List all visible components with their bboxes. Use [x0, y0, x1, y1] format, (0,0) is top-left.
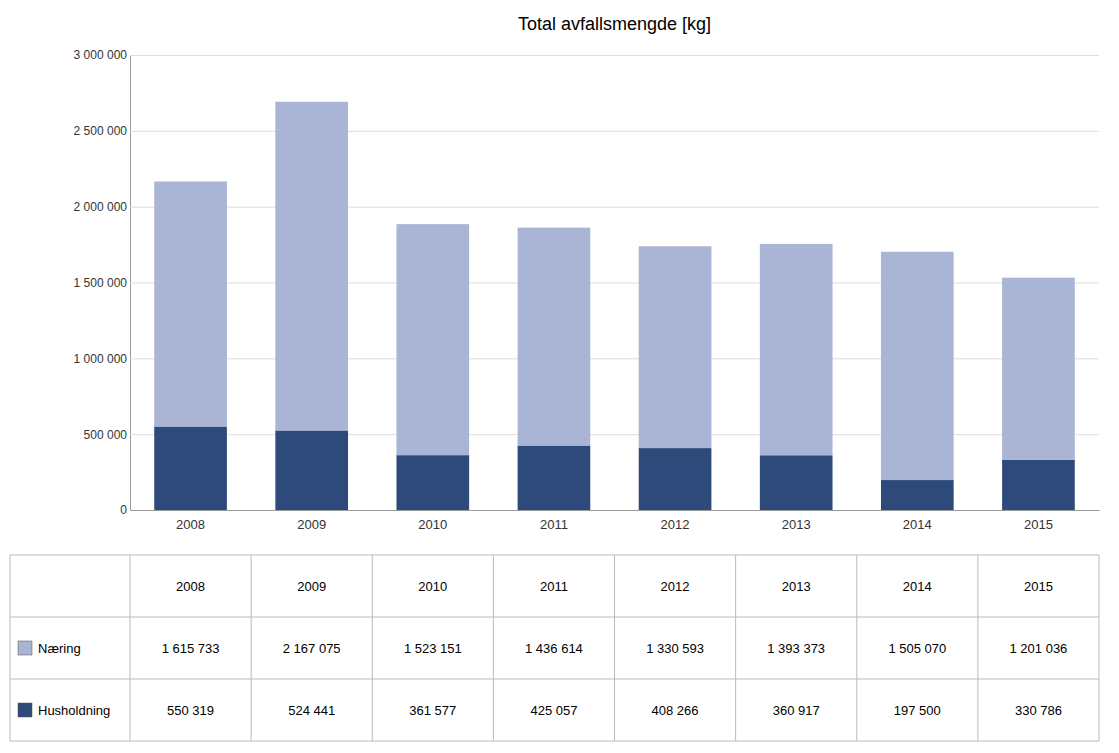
- table-border: [614, 555, 615, 741]
- bar: [396, 455, 469, 510]
- bar: [518, 446, 591, 510]
- y-tick-label: 2 000 000: [74, 200, 128, 214]
- bar: [881, 480, 954, 510]
- table-border: [10, 679, 1099, 680]
- y-tick: 2 500 000: [74, 124, 1099, 138]
- table-value: 1 523 151: [404, 641, 462, 656]
- y-tick-label: 0: [120, 503, 127, 517]
- bar: [1002, 278, 1075, 460]
- x-tick: 2014: [903, 510, 932, 532]
- x-tick-label: 2010: [418, 517, 447, 532]
- x-tick-label: 2015: [1024, 517, 1053, 532]
- table-value: 1 436 614: [525, 641, 583, 656]
- legend-swatch: [18, 703, 32, 717]
- x-tick: 2009: [297, 510, 326, 532]
- table-border: [372, 555, 373, 741]
- table-value: 360 917: [773, 703, 820, 718]
- table-value: 330 786: [1015, 703, 1062, 718]
- data-table: 2008 2009 2010 2011 2012 2013 2014 2015 Næring 1 …: [10, 555, 1099, 741]
- bars: [154, 102, 1075, 510]
- x-axis-line: [131, 510, 1100, 511]
- table-value: 408 266: [652, 703, 699, 718]
- table-header: 2013: [782, 579, 811, 594]
- legend-label: Næring: [38, 641, 81, 656]
- table-border: [10, 617, 1099, 618]
- bar: [518, 228, 591, 446]
- table-border: [735, 555, 736, 741]
- y-axis-line: [131, 56, 1100, 511]
- table-value: 1 201 036: [1010, 641, 1068, 656]
- title: Total avfallsmengde [kg]: [518, 14, 711, 34]
- table-border: [977, 555, 978, 741]
- x-tick-label: 2008: [176, 517, 205, 532]
- chart: Total avfallsmengde [kg] 0 500 000 1 000 00…: [0, 0, 1119, 753]
- table-border: [10, 555, 1099, 556]
- y-axis: 0 500 000 1 000 000 1 500 000 2 000 000 2 500…: [74, 48, 1099, 517]
- y-tick-label: 2 500 000: [74, 124, 128, 138]
- bar-series: [154, 102, 1075, 480]
- legend-swatch: [18, 641, 32, 655]
- y-tick-label: 500 000: [84, 428, 128, 442]
- table-header: 2011: [540, 579, 568, 594]
- table-border: [856, 555, 857, 741]
- grid-line: [130, 510, 1099, 511]
- bar: [639, 448, 712, 510]
- bar: [760, 455, 833, 510]
- grid-line: [130, 55, 1099, 56]
- table-value: 550 319: [167, 703, 214, 718]
- table-value: 524 441: [288, 703, 335, 718]
- bar: [396, 224, 469, 455]
- x-tick: 2008: [176, 510, 205, 532]
- bar: [760, 244, 833, 455]
- y-tick-label: 1 000 000: [74, 352, 128, 366]
- table-border: [493, 555, 494, 741]
- x-tick-label: 2009: [297, 517, 326, 532]
- bar: [639, 246, 712, 448]
- table-border: [10, 741, 1099, 742]
- table-header: 2015: [1024, 579, 1053, 594]
- table-value: 1 330 593: [646, 641, 704, 656]
- y-tick-label: 1 500 000: [74, 276, 128, 290]
- table-value: 1 505 070: [888, 641, 946, 656]
- x-tick-label: 2011: [540, 517, 568, 532]
- x-tick-label: 2012: [661, 517, 690, 532]
- table-value: 1 615 733: [162, 641, 220, 656]
- x-tick: 2012: [661, 510, 690, 532]
- bar: [1002, 460, 1075, 510]
- table-value: 361 577: [409, 703, 456, 718]
- table-value: 425 057: [530, 703, 577, 718]
- legend-label: Husholdning: [38, 703, 110, 718]
- y-tick-label: 3 000 000: [74, 48, 128, 62]
- y-tick: 2 000 000: [74, 200, 1099, 214]
- table-header: 2012: [661, 579, 690, 594]
- table-header: 2009: [297, 579, 326, 594]
- table-header: 2014: [903, 579, 932, 594]
- x-axis: 2008 2009 2010 2011 2012 2013 2014 2015: [131, 510, 1100, 532]
- bar: [154, 427, 227, 510]
- bar: [154, 181, 227, 426]
- plot: 0 500 000 1 000 000 1 500 000 2 000 000 2 500…: [74, 48, 1100, 532]
- table-header: 2010: [418, 579, 447, 594]
- table-border: [251, 555, 252, 741]
- x-tick: 2013: [782, 510, 811, 532]
- bar: [881, 252, 954, 480]
- table-value: 197 500: [894, 703, 941, 718]
- x-tick: 2011: [540, 510, 568, 532]
- bar: [275, 102, 348, 431]
- table-border: [130, 555, 131, 741]
- table-header: 2008: [176, 579, 205, 594]
- table-value: 1 393 373: [767, 641, 825, 656]
- x-tick: 2010: [418, 510, 447, 532]
- x-tick: 2015: [1024, 510, 1053, 532]
- table-border: [10, 555, 11, 741]
- table-value: 2 167 075: [283, 641, 341, 656]
- x-tick-label: 2013: [782, 517, 811, 532]
- y-tick: 3 000 000: [74, 48, 1099, 62]
- x-tick-label: 2014: [903, 517, 932, 532]
- table-border: [1099, 555, 1100, 741]
- bar: [275, 430, 348, 510]
